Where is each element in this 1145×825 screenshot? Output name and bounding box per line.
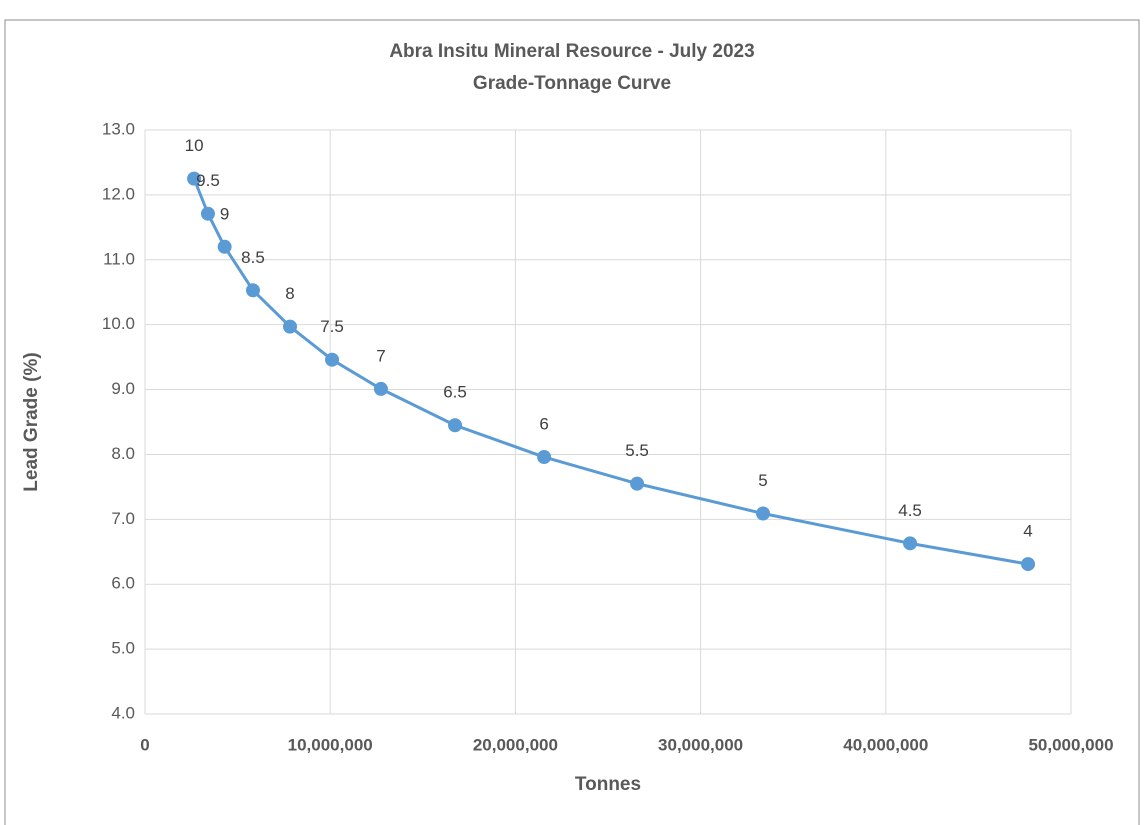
x-tick-label: 30,000,000 [658, 735, 743, 754]
chart-subtitle: Grade-Tonnage Curve [473, 73, 671, 94]
y-tick-label: 7.0 [111, 509, 135, 528]
point-label: 6.5 [443, 383, 467, 402]
point [373, 381, 388, 396]
x-tick-label: 10,000,000 [288, 735, 373, 754]
point [756, 506, 771, 521]
y-tick-label: 9.0 [111, 379, 135, 398]
point-label: 6 [539, 415, 548, 434]
point [537, 450, 552, 465]
point [200, 206, 215, 221]
point [187, 171, 202, 186]
point-label: 9 [220, 204, 229, 223]
y-tick-label: 6.0 [111, 574, 135, 593]
point-label: 8 [285, 284, 294, 303]
y-axis-title: Lead Grade (%) [21, 352, 42, 491]
point [217, 239, 232, 254]
point-label: 4 [1023, 522, 1032, 541]
y-tick-label: 10.0 [102, 314, 135, 333]
point-label: 4.5 [898, 501, 922, 520]
point [903, 536, 918, 551]
x-axis-title: Tonnes [575, 774, 641, 795]
point-label: 9.5 [196, 171, 220, 190]
x-tick-label: 50,000,000 [1028, 735, 1113, 754]
point [448, 418, 463, 433]
point [1021, 557, 1036, 572]
y-tick-label: 12.0 [102, 184, 135, 203]
x-tick-label: 20,000,000 [473, 735, 558, 754]
y-tick-label: 11.0 [103, 249, 135, 268]
y-tick-label: 13.0 [102, 119, 135, 138]
point-label: 10 [185, 136, 204, 155]
y-tick-label: 4.0 [111, 703, 135, 722]
point-label: 5.5 [625, 441, 649, 460]
point-label: 7 [376, 346, 385, 365]
y-tick-label: 5.0 [111, 639, 135, 658]
point-label: 5 [758, 471, 767, 490]
point-label: 7.5 [320, 317, 344, 336]
point [283, 319, 298, 334]
x-tick-label: 0 [140, 735, 149, 754]
chart-border [4, 19, 1140, 825]
chart-title: Abra Insitu Mineral Resource - July 2023 [389, 41, 754, 62]
y-tick-label: 8.0 [111, 444, 135, 463]
point [630, 476, 645, 491]
point [245, 283, 260, 298]
point [325, 352, 340, 367]
x-tick-label: 40,000,000 [843, 735, 928, 754]
point-label: 8.5 [241, 248, 265, 267]
